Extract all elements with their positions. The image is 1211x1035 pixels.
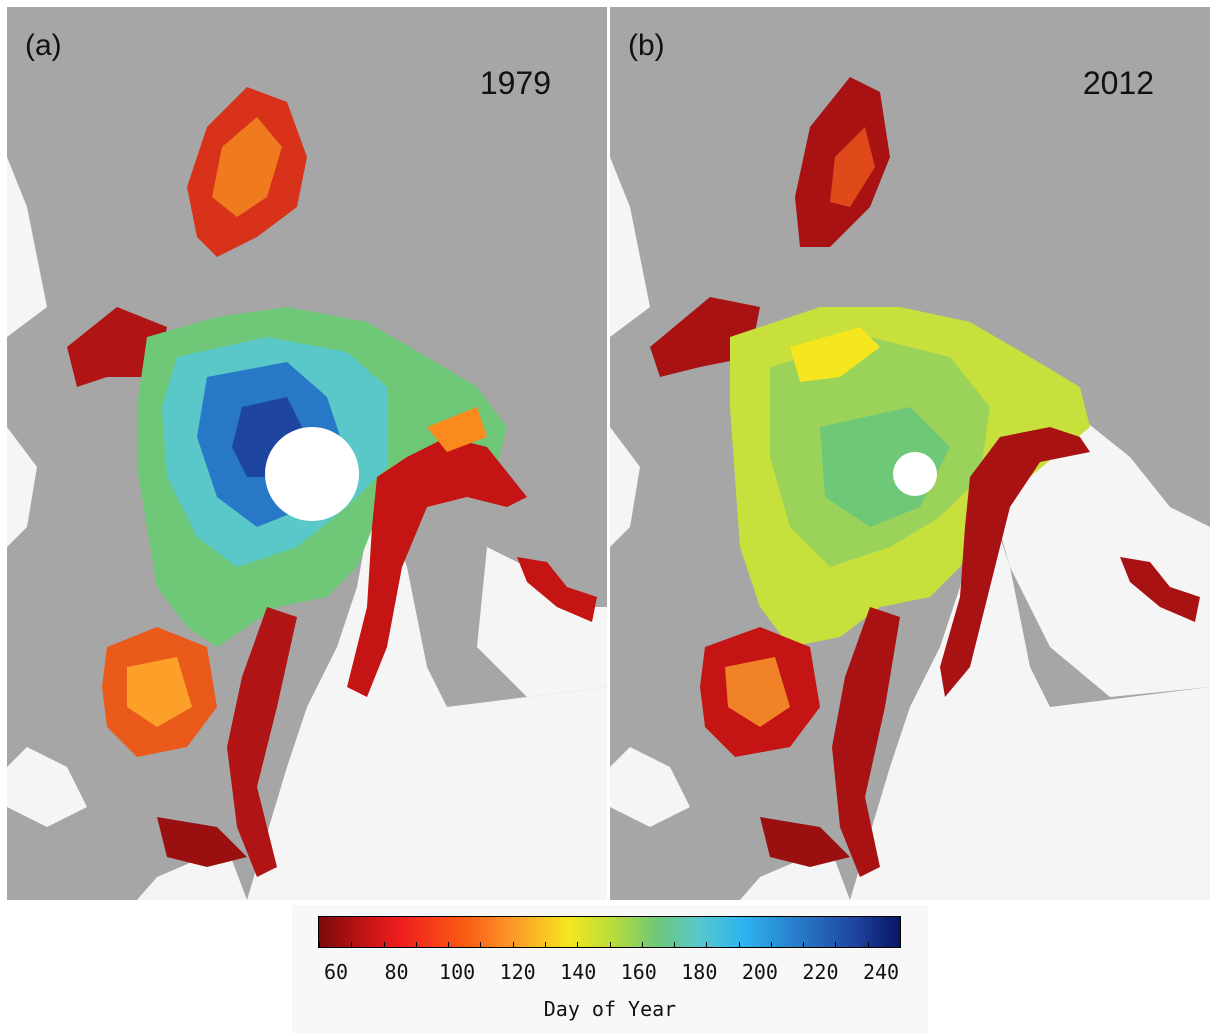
colorbar-tick-mark bbox=[577, 942, 579, 947]
colorbar-tick-mark bbox=[319, 942, 320, 947]
map-2012-graphic bbox=[610, 77, 1210, 900]
map-1979-graphic bbox=[7, 87, 607, 900]
colorbar-tick-label: 220 bbox=[802, 960, 839, 984]
colorbar-tick-mark bbox=[674, 942, 676, 947]
panel-year-a: 1979 bbox=[479, 65, 551, 101]
colorbar-gradient bbox=[318, 916, 901, 948]
colorbar-tick-label: 60 bbox=[323, 960, 349, 984]
colorbar-tick-mark bbox=[383, 942, 385, 947]
colorbar-tick-mark bbox=[867, 942, 869, 947]
colorbar-tick-mark bbox=[351, 942, 353, 947]
colorbar-tick-mark bbox=[770, 942, 772, 947]
colorbar-tick-mark bbox=[641, 942, 643, 947]
colorbar-tick-mark bbox=[415, 942, 417, 947]
colorbar-tick-label: 240 bbox=[862, 960, 900, 984]
colorbar-tick-mark bbox=[900, 942, 901, 947]
map-panel-2012: (b) 2012 bbox=[610, 7, 1210, 900]
colorbar-tick-label: 80 bbox=[384, 960, 409, 984]
colorbar-tick-label: 180 bbox=[681, 960, 718, 984]
colorbar-tick-mark bbox=[480, 942, 482, 947]
colorbar-legend: Day of Year 60 80 100 120 140 160 180 200 220 240 bbox=[292, 905, 928, 1033]
colorbar-tick-label: 200 bbox=[741, 960, 778, 984]
colorbar-tick-label: 160 bbox=[620, 960, 657, 984]
map-panel-1979: (a) 1979 bbox=[7, 7, 607, 900]
colorbar-title: Day of Year bbox=[543, 997, 677, 1021]
colorbar-tick-mark bbox=[706, 942, 708, 947]
panel-year-b: 2012 bbox=[1082, 65, 1154, 101]
panel-label-b: (b) bbox=[628, 29, 665, 62]
colorbar-tick-mark bbox=[803, 942, 805, 947]
colorbar-tick-label: 100 bbox=[439, 960, 476, 984]
colorbar-tick-mark bbox=[835, 942, 837, 947]
colorbar-tick-mark bbox=[544, 942, 546, 947]
colorbar-tick-mark bbox=[512, 942, 514, 947]
colorbar-tick-mark bbox=[609, 942, 611, 947]
colorbar-tick-label: 140 bbox=[560, 960, 597, 984]
colorbar-tick-label: 120 bbox=[499, 960, 536, 984]
colorbar-tick-mark bbox=[448, 942, 450, 947]
colorbar-tick-mark bbox=[738, 942, 740, 947]
panel-label-a: (a) bbox=[25, 29, 62, 62]
